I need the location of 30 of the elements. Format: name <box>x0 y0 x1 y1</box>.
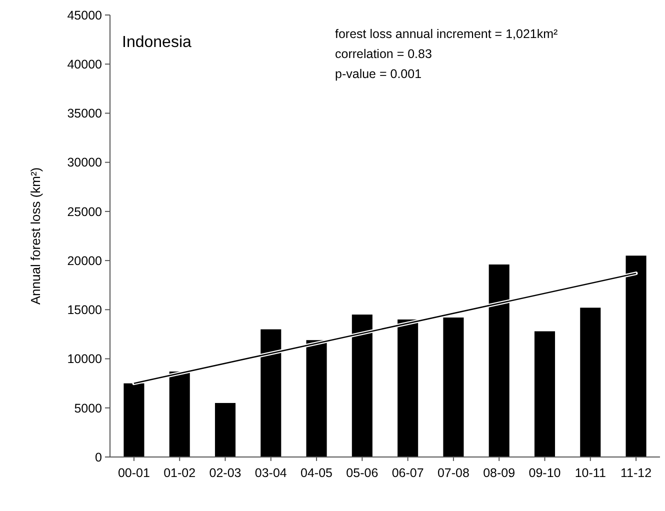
x-tick-label: 09-10 <box>528 466 561 480</box>
x-tick-label: 10-11 <box>574 466 606 480</box>
x-tick-label: 05-06 <box>346 466 378 480</box>
x-tick-label: 08-09 <box>483 466 516 480</box>
y-tick-label: 40000 <box>67 57 102 72</box>
x-tick-label: 04-05 <box>300 466 333 480</box>
y-tick-label: 5000 <box>74 401 102 416</box>
bar <box>214 402 236 457</box>
y-tick-label: 15000 <box>67 303 102 318</box>
annotation: Indonesia <box>122 34 192 51</box>
y-tick-label: 45000 <box>67 8 102 22</box>
x-tick-label: 06-07 <box>392 466 424 480</box>
y-tick-label: 0 <box>95 450 102 464</box>
x-tick-label: 02-03 <box>209 466 242 480</box>
bar <box>580 308 601 457</box>
y-tick-label: 35000 <box>67 106 102 121</box>
annotation: p-value = 0.001 <box>335 67 422 81</box>
y-tick-label: 10000 <box>67 352 102 366</box>
annotation: correlation = 0.83 <box>335 47 432 61</box>
x-tick-label: 03-04 <box>254 466 287 480</box>
x-tick-label: 11-12 <box>620 466 652 480</box>
x-tick-label: 00-01 <box>118 466 150 480</box>
y-tick-label: 30000 <box>67 156 102 170</box>
y-axis-title: Annual forest loss (km²) <box>28 167 43 305</box>
y-tick-label: 25000 <box>67 204 102 219</box>
bar <box>534 331 556 457</box>
y-tick-label: 20000 <box>67 254 102 268</box>
x-tick-label: 07-08 <box>437 466 470 480</box>
annotation: forest loss annual increment = 1,021km² <box>335 27 558 41</box>
x-tick-label: 01-02 <box>164 466 196 480</box>
